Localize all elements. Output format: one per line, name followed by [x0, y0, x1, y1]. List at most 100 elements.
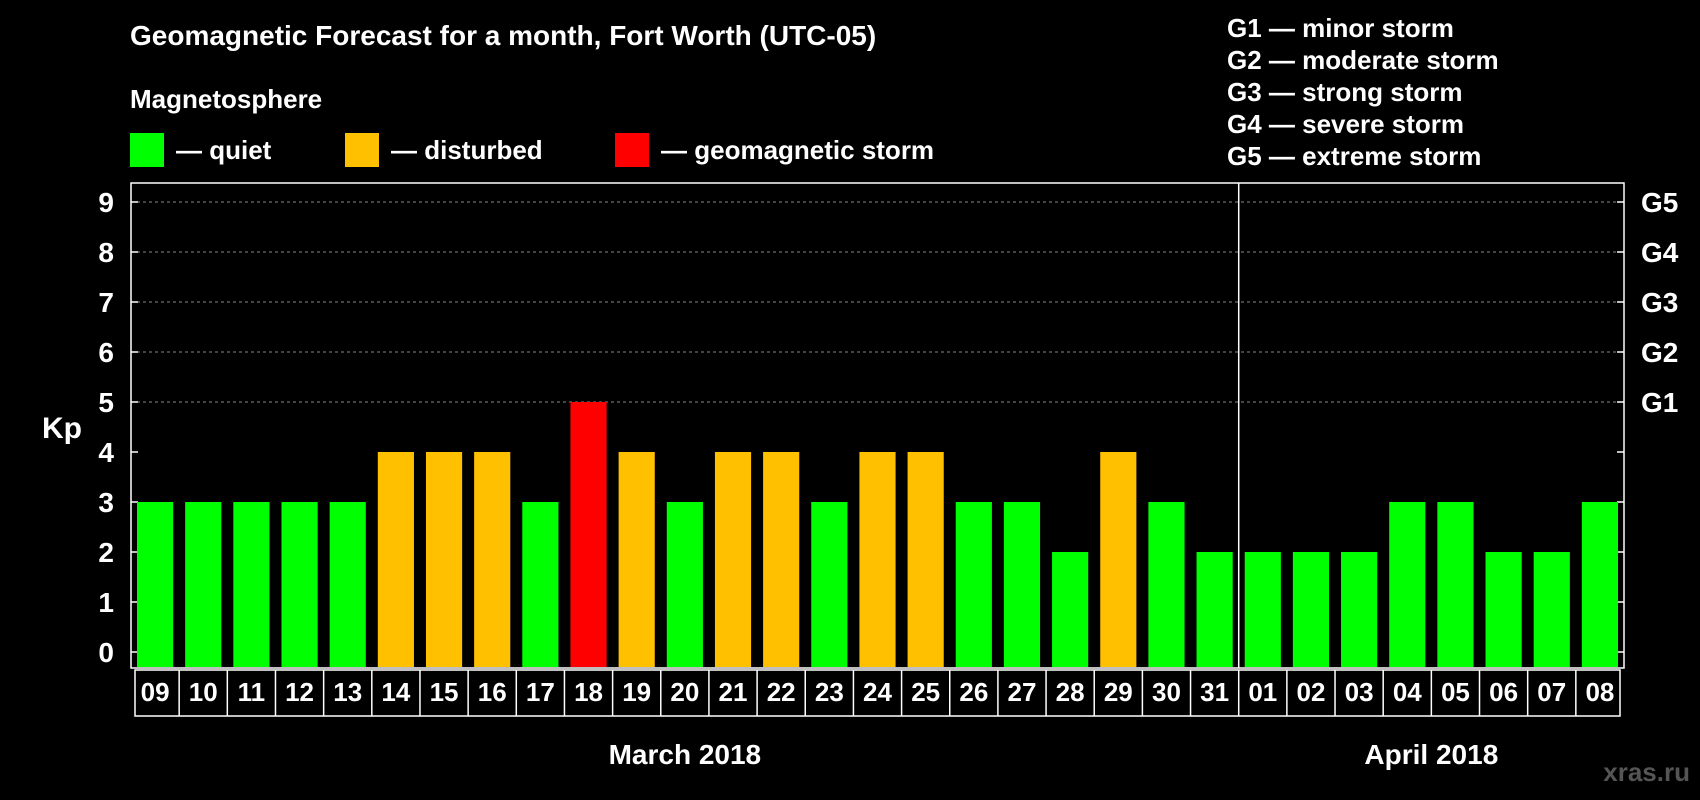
x-tick-label-07-29: 07: [1537, 677, 1566, 707]
bar-08-30: [1581, 502, 1618, 667]
y-tick-label-5: 5: [98, 387, 114, 418]
bar-05-27: [1437, 502, 1474, 667]
x-tick-label-25-16: 25: [911, 677, 940, 707]
bar-21-12: [714, 452, 752, 667]
legend-item-disturbed: — disturbed: [345, 133, 543, 167]
bar-03-25: [1341, 552, 1378, 667]
chart-title: Geomagnetic Forecast for a month, Fort W…: [130, 20, 877, 51]
bar-20-11: [666, 502, 703, 667]
y-tick-label-3: 3: [98, 487, 114, 518]
bar-11-2: [233, 502, 270, 667]
storm-scale-g1: G1 — minor storm: [1227, 13, 1454, 43]
x-tick-label-11-2: 11: [238, 677, 266, 707]
legend-label-disturbed: — disturbed: [391, 134, 543, 165]
x-tick-label-05-27: 05: [1441, 677, 1470, 707]
y-tick-label-9: 9: [98, 187, 114, 218]
legend-swatch-disturbed: [345, 133, 379, 167]
x-tick-label-01-23: 01: [1248, 677, 1277, 707]
y-tick-label-8: 8: [98, 237, 114, 268]
right-axis-label-g3: G3: [1641, 287, 1678, 318]
y-axis-label: Kp: [42, 412, 82, 445]
y-tick-label-4: 4: [98, 437, 114, 468]
legend-label-quiet: — quiet: [176, 134, 272, 165]
bar-10-1: [185, 502, 222, 667]
bar-22-13: [763, 452, 800, 667]
x-tick-label-09-0: 09: [141, 677, 170, 707]
bar-25-16: [907, 452, 944, 667]
bar-17-8: [522, 502, 559, 667]
legend-item-quiet: — quiet: [130, 133, 271, 167]
bar-09-0: [137, 502, 174, 667]
x-tick-label-22-13: 22: [767, 677, 796, 707]
y-tick-label-0: 0: [98, 637, 114, 668]
bar-13-4: [329, 502, 366, 667]
y-tick-label-6: 6: [98, 337, 114, 368]
x-tick-label-30-21: 30: [1152, 677, 1181, 707]
x-tick-label-26-17: 26: [959, 677, 988, 707]
x-tick-label-14-5: 14: [381, 677, 410, 707]
bar-07-29: [1533, 552, 1570, 667]
storm-scale-g5: G5 — extreme storm: [1227, 141, 1482, 171]
bar-01-23: [1244, 552, 1281, 667]
x-tick-label-10-1: 10: [189, 677, 218, 707]
date-label-frame: [134, 669, 1621, 717]
x-tick-label-29-20: 29: [1104, 677, 1133, 707]
bar-04-26: [1389, 502, 1426, 667]
legend-swatch-quiet: [130, 133, 164, 167]
bar-29-20: [1100, 452, 1137, 667]
bar-02-24: [1292, 552, 1330, 667]
bar-30-21: [1148, 502, 1185, 667]
month-label-march: March 2018: [609, 739, 762, 770]
bar-12-3: [281, 502, 318, 667]
right-axis-label-g4: G4: [1641, 237, 1679, 268]
x-tick-label-13-4: 13: [333, 677, 362, 707]
bar-16-7: [474, 452, 511, 667]
x-tick-label-17-8: 17: [526, 677, 555, 707]
legend-label-storm: — geomagnetic storm: [661, 134, 935, 165]
right-axis-label-g2: G2: [1641, 337, 1678, 368]
bar-26-17: [955, 502, 992, 667]
y-tick-label-2: 2: [98, 537, 114, 568]
x-tick-label-04-26: 04: [1393, 677, 1422, 707]
bar-14-5: [377, 452, 414, 667]
bar-18-9: [570, 402, 607, 667]
plot-frame: [130, 182, 1625, 669]
bar-24-15: [859, 452, 896, 667]
bar-19-10: [618, 452, 655, 667]
storm-scale-legend: G1 — minor storm G2 — moderate storm G3 …: [1227, 12, 1499, 172]
bar-31-22: [1196, 552, 1233, 667]
x-tick-label-08-30: 08: [1585, 677, 1614, 707]
storm-scale-g3: G3 — strong storm: [1227, 77, 1463, 107]
storm-scale-g4: G4 — severe storm: [1227, 109, 1465, 139]
x-tick-label-21-12: 21: [719, 677, 748, 707]
x-tick-label-20-11: 20: [670, 677, 699, 707]
month-label-april: April 2018: [1364, 739, 1498, 770]
bar-28-19: [1052, 552, 1089, 667]
x-tick-label-28-19: 28: [1056, 677, 1085, 707]
x-tick-label-18-9: 18: [574, 677, 603, 707]
bar-15-6: [425, 452, 463, 667]
x-tick-label-12-3: 12: [285, 677, 314, 707]
watermark: xras.ru: [1603, 757, 1690, 787]
x-tick-label-02-24: 02: [1296, 677, 1325, 707]
storm-scale-g2: G2 — moderate storm: [1227, 45, 1499, 75]
x-tick-label-23-14: 23: [815, 677, 844, 707]
x-tick-label-31-22: 31: [1200, 677, 1229, 707]
x-tick-label-03-25: 03: [1345, 677, 1374, 707]
x-tick-label-19-10: 19: [622, 677, 651, 707]
x-tick-label-06-28: 06: [1489, 677, 1518, 707]
right-axis-label-g5: G5: [1641, 187, 1678, 218]
legend-subtitle: Magnetosphere: [130, 84, 323, 114]
right-axis-label-g1: G1: [1641, 387, 1678, 418]
bar-06-28: [1485, 552, 1522, 667]
legend-item-storm: — geomagnetic storm: [615, 133, 934, 167]
legend-swatch-storm: [615, 133, 649, 167]
y-tick-label-1: 1: [98, 587, 114, 618]
x-tick-label-16-7: 16: [478, 677, 507, 707]
x-tick-label-15-6: 15: [430, 677, 459, 707]
bar-23-14: [811, 502, 848, 667]
bar-27-18: [1003, 502, 1041, 667]
x-tick-label-27-18: 27: [1008, 677, 1037, 707]
x-tick-label-24-15: 24: [863, 677, 892, 707]
